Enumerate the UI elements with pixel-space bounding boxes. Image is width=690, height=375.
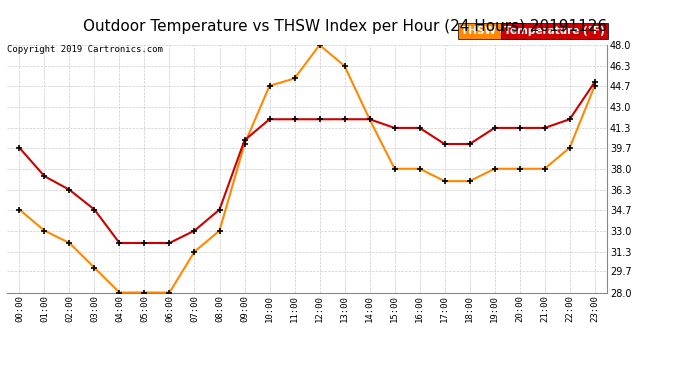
Text: Temperature (°F): Temperature (°F) xyxy=(504,26,604,36)
Text: Copyright 2019 Cartronics.com: Copyright 2019 Cartronics.com xyxy=(7,45,163,54)
Text: THSW (°F): THSW (°F) xyxy=(462,26,522,36)
Text: Outdoor Temperature vs THSW Index per Hour (24 Hours) 20191126: Outdoor Temperature vs THSW Index per Ho… xyxy=(83,19,607,34)
